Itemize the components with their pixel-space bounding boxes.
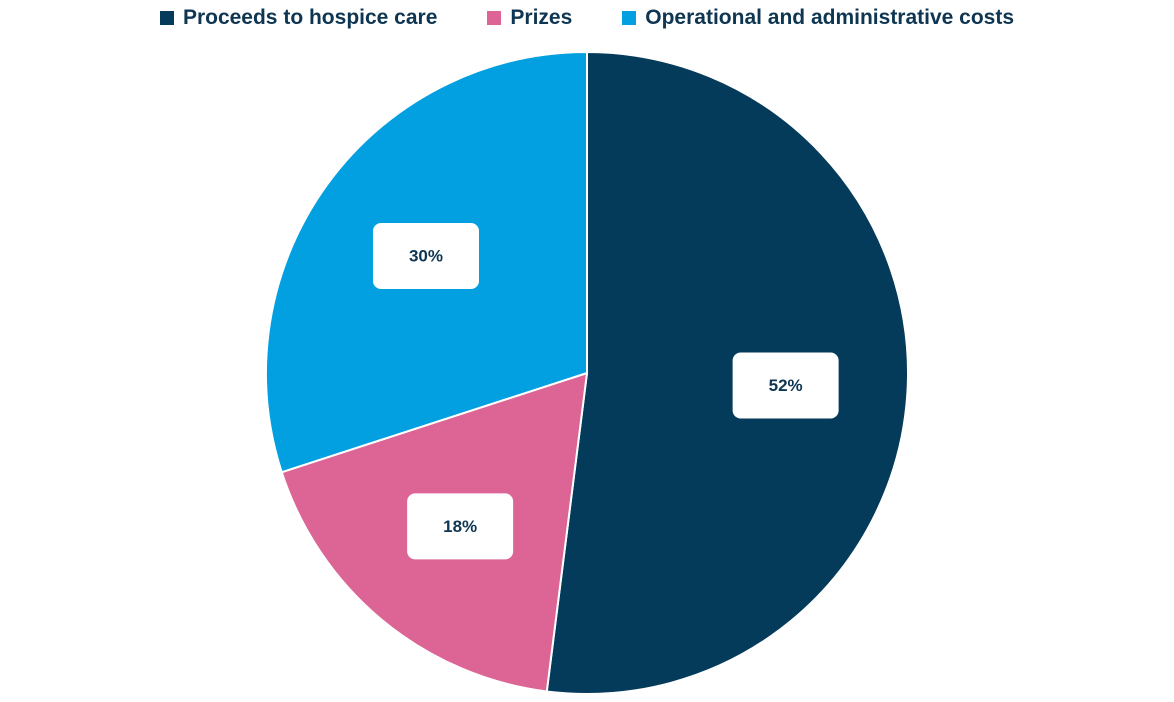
legend-swatch-proceeds bbox=[159, 11, 174, 25]
data-label-text: 52% bbox=[769, 376, 803, 395]
legend-item-operational: Operational and administrative costs bbox=[622, 6, 1014, 30]
data-label-box bbox=[732, 352, 839, 419]
legend-swatch-operational bbox=[622, 11, 637, 25]
data-label-text: 30% bbox=[409, 247, 443, 266]
data-label-operational-and-administrative-costs: 30% bbox=[372, 223, 479, 290]
pie-slice-proceeds-to-hospice-care bbox=[545, 50, 909, 695]
data-label-prizes: 18% bbox=[407, 493, 514, 560]
chart-legend: Proceeds to hospice care Prizes Operatio… bbox=[0, 6, 1174, 30]
legend-item-prizes: Prizes bbox=[487, 6, 572, 30]
data-label-text: 18% bbox=[443, 517, 477, 536]
data-label-box bbox=[372, 223, 479, 290]
legend-label-operational: Operational and administrative costs bbox=[645, 6, 1015, 29]
legend-swatch-prizes bbox=[487, 11, 502, 25]
pie-data-labels: 52% 18% 30% bbox=[372, 223, 839, 560]
legend-label-prizes: Prizes bbox=[510, 6, 573, 29]
data-label-proceeds-to-hospice-care: 52% bbox=[732, 352, 839, 419]
data-label-box bbox=[407, 493, 514, 560]
legend-item-proceeds: Proceeds to hospice care bbox=[159, 6, 438, 30]
legend-label-proceeds: Proceeds to hospice care bbox=[182, 6, 438, 29]
